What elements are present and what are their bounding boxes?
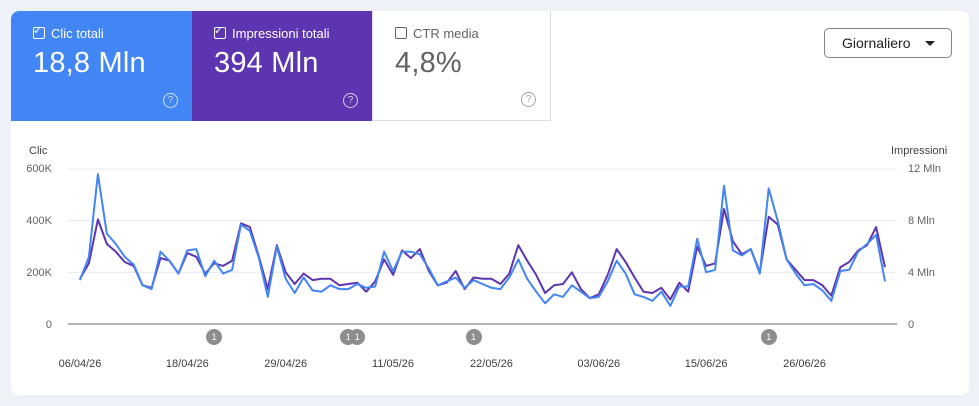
metric-header: ✓ Impressioni totali — [214, 25, 372, 41]
metric-value-clicks: 18,8 Mln — [33, 47, 146, 79]
y-right-title: Impressioni — [891, 145, 948, 157]
y-left-tick: 0 — [45, 319, 52, 331]
metric-label-ctr: CTR media — [413, 25, 479, 41]
y-left-title: Clic — [29, 145, 48, 157]
y-right-tick: 8 Mln — [908, 215, 935, 227]
annotation-marker[interactable]: 1 — [349, 329, 366, 345]
y-left-tick: 400K — [26, 215, 52, 227]
x-tick-label: 18/04/26 — [165, 358, 209, 370]
annotation-marker[interactable]: 1 — [206, 329, 223, 345]
series-line-clicks[interactable] — [79, 173, 886, 307]
performance-chart[interactable] — [11, 11, 969, 395]
y-right-tick: 4 Mln — [908, 267, 935, 279]
y-left-tick: 600K — [26, 163, 52, 175]
metric-card-ctr[interactable]: CTR media 4,8% ? — [372, 11, 551, 121]
y-right-tick: 12 Mln — [908, 163, 942, 175]
annotation-marker[interactable]: 1 — [465, 329, 482, 345]
checkbox-icon[interactable]: ✓ — [214, 25, 226, 39]
x-tick-label: 29/04/26 — [264, 358, 308, 370]
x-tick-label: 26/06/26 — [783, 358, 826, 370]
help-circle-icon[interactable]: ? — [163, 93, 178, 108]
metric-label-clicks: Clic totali — [51, 25, 104, 41]
granularity-dropdown[interactable]: Giornaliero — [824, 28, 952, 58]
x-tick-label: 06/04/26 — [58, 358, 102, 370]
x-tick-label: 03/06/26 — [577, 358, 621, 370]
checkbox-icon[interactable]: ✓ — [33, 25, 45, 39]
metric-card-clicks[interactable]: ✓ Clic totali 18,8 Mln ? — [11, 11, 192, 121]
metric-header: ✓ Clic totali — [33, 25, 192, 41]
help-circle-icon[interactable]: ? — [343, 93, 358, 108]
x-tick-label: 11/05/26 — [372, 358, 415, 370]
checkbox-icon[interactable] — [395, 27, 407, 39]
x-tick-label: 15/06/26 — [684, 358, 728, 370]
metric-label-impressions: Impressioni totali — [232, 25, 330, 41]
metric-value-ctr: 4,8% — [395, 47, 462, 79]
metric-card-impressions[interactable]: ✓ Impressioni totali 394 Mln ? — [192, 11, 372, 121]
annotation-marker[interactable]: 1 — [760, 329, 777, 345]
metric-header: CTR media — [395, 25, 550, 41]
y-left-tick: 200K — [26, 267, 52, 279]
dropdown-label: Giornaliero — [842, 35, 911, 51]
y-right-tick: 0 — [908, 319, 915, 331]
metric-value-impressions: 394 Mln — [214, 47, 319, 79]
performance-card: ✓ Clic totali 18,8 Mln ? ✓ Impressioni t… — [11, 11, 969, 395]
chevron-down-icon — [925, 41, 935, 46]
x-tick-label: 22/05/26 — [470, 358, 513, 370]
help-circle-icon[interactable]: ? — [521, 92, 536, 107]
